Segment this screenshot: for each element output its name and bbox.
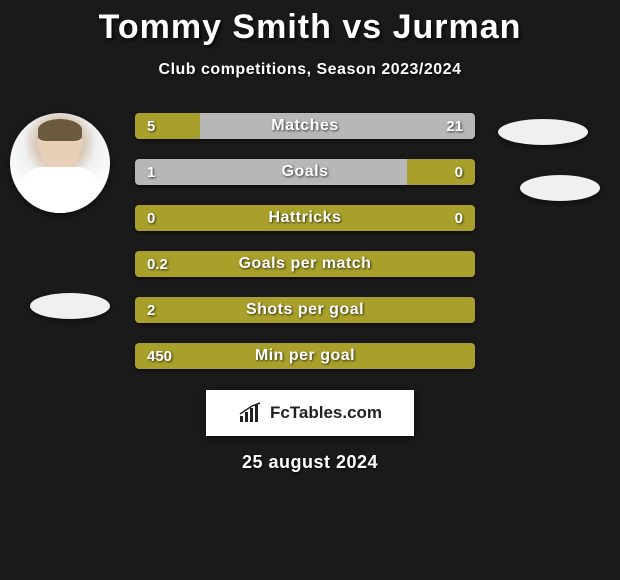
player-left-flag	[30, 293, 110, 319]
stat-value-right: 0	[455, 205, 463, 231]
snapshot-date: 25 august 2024	[0, 452, 620, 473]
brand-text: FcTables.com	[270, 403, 382, 423]
player-right-flag-2	[520, 175, 600, 201]
stat-label: Shots per goal	[135, 297, 475, 323]
stat-label: Hattricks	[135, 205, 475, 231]
stat-value-right: 21	[446, 113, 463, 139]
stat-label: Goals	[135, 159, 475, 185]
comparison-title: Tommy Smith vs Jurman	[0, 0, 620, 47]
brand-box: FcTables.com	[206, 390, 414, 436]
stat-value-right: 0	[455, 159, 463, 185]
stat-label: Matches	[135, 113, 475, 139]
brand-icon	[238, 402, 264, 424]
stat-row: Matches5 21	[135, 113, 475, 139]
player-jersey	[22, 167, 98, 213]
player-right-flag-1	[498, 119, 588, 145]
stat-value-left: 1	[147, 159, 155, 185]
stat-value-left: 0	[147, 205, 155, 231]
stat-bars: Matches521Goals10Hattricks00Goals per ma…	[135, 113, 475, 389]
comparison-subtitle: Club competitions, Season 2023/2024	[0, 61, 620, 79]
stat-row: Min per goal450	[135, 343, 475, 369]
stat-value-left: 450	[147, 343, 172, 369]
stat-row: Goals1 0	[135, 159, 475, 185]
stat-label: Goals per match	[135, 251, 475, 277]
player-left-avatar	[10, 113, 110, 213]
stat-row: Goals per match0.2	[135, 251, 475, 277]
stat-row: Hattricks0 0	[135, 205, 475, 231]
stat-value-left: 2	[147, 297, 155, 323]
stat-row: Shots per goal2	[135, 297, 475, 323]
stat-label: Min per goal	[135, 343, 475, 369]
stat-value-left: 5	[147, 113, 155, 139]
stat-value-left: 0.2	[147, 251, 168, 277]
